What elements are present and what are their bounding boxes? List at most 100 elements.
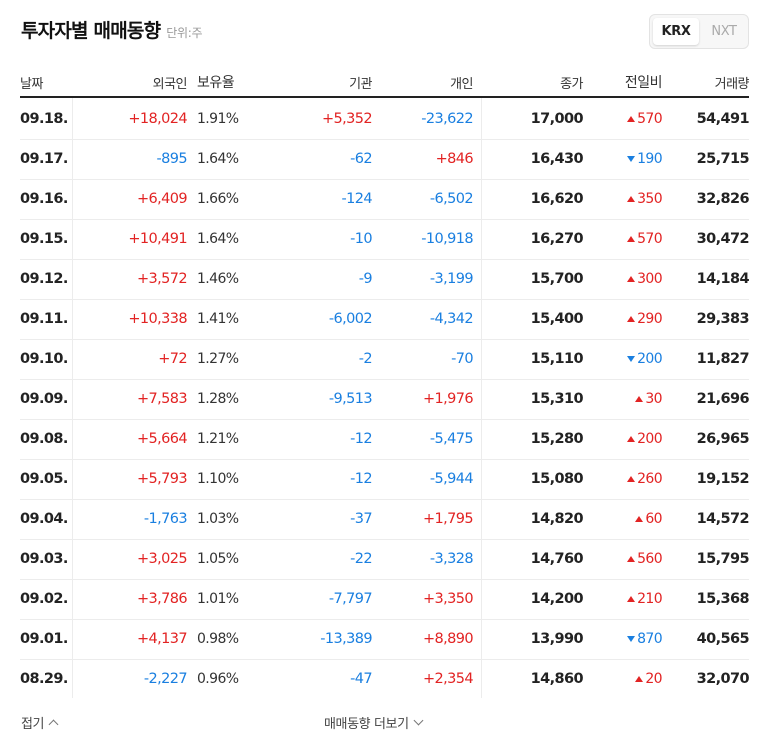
- col-change: 전일비: [624, 75, 663, 91]
- foreign-cell: +10,338: [128, 311, 187, 327]
- triangle-up-icon: [627, 276, 636, 282]
- triangle-down-icon: [627, 156, 636, 162]
- date-cell: 09.17.: [20, 151, 68, 167]
- table-row: 09.15. +10,491 1.64% -10 -10,918 16,270 570 30,…: [20, 219, 750, 260]
- foreign-cell: +3,025: [136, 551, 188, 567]
- institution-cell: -9: [358, 271, 373, 287]
- triangle-down-icon: [627, 636, 636, 642]
- individual-cell: -3,199: [429, 271, 474, 287]
- holding-cell: 1.01%: [197, 591, 239, 607]
- date-cell: 09.18.: [20, 111, 68, 127]
- volume-cell: 54,491: [696, 111, 750, 127]
- date-cell: 09.03.: [20, 551, 68, 567]
- chevron-down-icon: [413, 715, 424, 725]
- change-value: 570: [637, 231, 663, 247]
- institution-cell: -2: [358, 351, 373, 367]
- holding-cell: 0.98%: [197, 631, 239, 647]
- volume-cell: 29,383: [696, 311, 750, 327]
- table-row: 09.02. +3,786 1.01% -7,797 +3,350 14,200 210 15…: [20, 579, 750, 620]
- nxt-tab[interactable]: NXT: [711, 24, 737, 39]
- table-row: 09.18. +18,024 1.91% +5,352 -23,622 17,000 570…: [20, 99, 750, 140]
- change-cell: 200: [588, 419, 663, 459]
- krx-tab[interactable]: KRX: [653, 18, 699, 45]
- change-cell: 190: [588, 139, 663, 179]
- close-cell: 15,700: [530, 271, 584, 287]
- table-row: 09.05. +5,793 1.10% -12 -5,944 15,080 260 19,15…: [20, 459, 750, 500]
- col-foreign: 외국인: [152, 76, 188, 92]
- individual-cell: +846: [435, 151, 474, 167]
- institution-cell: -62: [350, 151, 372, 167]
- table-row: 09.01. +4,137 0.98% -13,389 +8,890 13,990 870 4…: [20, 619, 750, 660]
- holding-cell: 1.46%: [197, 271, 239, 287]
- individual-cell: +2,354: [422, 671, 474, 687]
- foreign-cell: +5,664: [136, 431, 188, 447]
- change-cell: 570: [588, 219, 663, 259]
- volume-cell: 25,715: [696, 151, 750, 167]
- column-divider: [481, 98, 482, 698]
- col-institution: 기관: [349, 76, 372, 92]
- individual-cell: -10,918: [421, 231, 473, 247]
- triangle-up-icon: [627, 316, 636, 322]
- collapse-button[interactable]: 접기: [21, 708, 59, 736]
- holding-cell: 1.64%: [197, 231, 239, 247]
- close-cell: 15,280: [530, 431, 584, 447]
- foreign-cell: +72: [158, 351, 187, 367]
- triangle-up-icon: [635, 516, 644, 522]
- individual-cell: -5,944: [429, 471, 474, 487]
- close-cell: 17,000: [530, 111, 584, 127]
- individual-cell: -70: [451, 351, 473, 367]
- more-trading-button[interactable]: 매매동향 더보기: [324, 708, 424, 736]
- change-value: 190: [637, 151, 663, 167]
- triangle-up-icon: [627, 236, 636, 242]
- close-cell: 16,430: [530, 151, 584, 167]
- volume-cell: 30,472: [696, 231, 750, 247]
- table-row: 09.10. +72 1.27% -2 -70 15,110 200 11,827: [20, 339, 750, 380]
- institution-cell: -124: [341, 191, 372, 207]
- date-cell: 09.08.: [20, 431, 68, 447]
- individual-cell: -6,502: [429, 191, 474, 207]
- col-date: 날짜: [20, 76, 43, 92]
- date-cell: 09.15.: [20, 231, 68, 247]
- change-value: 870: [637, 631, 663, 647]
- change-cell: 210: [588, 579, 663, 619]
- column-divider: [72, 98, 73, 698]
- date-cell: 09.16.: [20, 191, 68, 207]
- volume-cell: 40,565: [696, 631, 750, 647]
- widget-header: 투자자별 매매동향 단위:주: [21, 16, 203, 50]
- volume-cell: 11,827: [696, 351, 750, 367]
- close-cell: 15,310: [530, 391, 584, 407]
- change-value: 30: [645, 391, 662, 407]
- holding-cell: 1.91%: [197, 111, 239, 127]
- foreign-cell: +3,786: [136, 591, 188, 607]
- individual-cell: -3,328: [429, 551, 474, 567]
- date-cell: 09.12.: [20, 271, 68, 287]
- institution-cell: -9,513: [328, 391, 373, 407]
- change-value: 200: [637, 431, 663, 447]
- date-cell: 09.02.: [20, 591, 68, 607]
- institution-cell: -37: [350, 511, 372, 527]
- table-row: 08.29. -2,227 0.96% -47 +2,354 14,860 20 32,070: [20, 659, 750, 699]
- institution-cell: -10: [350, 231, 372, 247]
- more-trading-label: 매매동향 더보기: [324, 716, 409, 732]
- holding-cell: 0.96%: [197, 671, 239, 687]
- volume-cell: 32,070: [696, 671, 750, 687]
- foreign-cell: +18,024: [128, 111, 187, 127]
- institution-cell: -12: [350, 471, 372, 487]
- change-value: 200: [637, 351, 663, 367]
- triangle-up-icon: [627, 116, 636, 122]
- holding-cell: 1.03%: [197, 511, 239, 527]
- close-cell: 13,990: [530, 631, 584, 647]
- change-value: 60: [645, 511, 662, 527]
- col-individual: 개인: [450, 76, 473, 92]
- volume-cell: 14,184: [696, 271, 750, 287]
- institution-cell: -47: [350, 671, 372, 687]
- change-value: 290: [637, 311, 663, 327]
- change-value: 300: [637, 271, 663, 287]
- institution-cell: -13,389: [320, 631, 372, 647]
- close-cell: 15,080: [530, 471, 584, 487]
- holding-cell: 1.05%: [197, 551, 239, 567]
- holding-cell: 1.27%: [197, 351, 239, 367]
- triangle-up-icon: [627, 476, 636, 482]
- table-header: 날짜 외국인 보유율 기관 개인 종가 전일비 거래량: [20, 68, 750, 98]
